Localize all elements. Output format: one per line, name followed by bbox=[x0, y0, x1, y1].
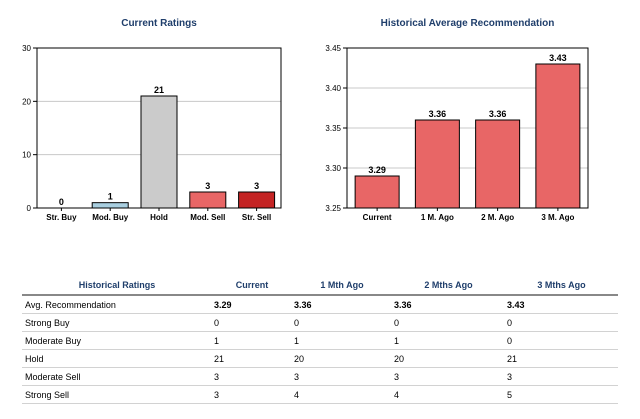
table-row: Hold 21 20 20 21 bbox=[22, 349, 618, 368]
cell-1-mth-ago: 3 bbox=[292, 367, 392, 386]
bar bbox=[535, 63, 581, 209]
chart-title: Current Ratings bbox=[121, 18, 197, 29]
data-label: 3 bbox=[254, 181, 259, 191]
historical-ratings-table: Historical Ratings Current 1 Mth Ago 2 M… bbox=[22, 276, 618, 404]
data-label: 3 bbox=[205, 181, 210, 191]
historical-average-recommendation-chart: Historical Average Recommendation 3.25 3.3… bbox=[325, 18, 589, 222]
cell-3-mths-ago: 0 bbox=[505, 331, 618, 350]
y-tick-label: 3.35 bbox=[325, 124, 341, 133]
table-header-row: Historical Ratings Current 1 Mth Ago 2 M… bbox=[22, 276, 618, 296]
cell-2-mths-ago: 0 bbox=[392, 313, 505, 332]
cell-2-mths-ago: 3.36 bbox=[392, 295, 505, 314]
cell-2-mths-ago: 3 bbox=[392, 367, 505, 386]
cell-1-mth-ago: 0 bbox=[292, 313, 392, 332]
cell-current: 0 bbox=[212, 313, 292, 332]
bar bbox=[354, 175, 400, 209]
header-3-mths-ago: 3 Mths Ago bbox=[505, 276, 618, 296]
y-tick-label: 3.30 bbox=[325, 164, 341, 173]
header-1-mth-ago: 1 Mth Ago bbox=[292, 276, 392, 296]
row-label: Hold bbox=[22, 349, 212, 368]
bar bbox=[140, 95, 178, 209]
cell-current: 21 bbox=[212, 349, 292, 368]
cell-current: 3.29 bbox=[212, 295, 292, 314]
row-label: Moderate Buy bbox=[22, 331, 212, 350]
cell-2-mths-ago: 20 bbox=[392, 349, 505, 368]
cell-1-mth-ago: 20 bbox=[292, 349, 392, 368]
category-label: Str. Sell bbox=[242, 213, 271, 222]
y-tick-label: 20 bbox=[22, 97, 31, 106]
y-tick-label: 3.25 bbox=[325, 204, 341, 213]
y-tick-label: 0 bbox=[27, 204, 32, 213]
row-label: Strong Buy bbox=[22, 313, 212, 332]
table-row: Avg. Recommendation 3.29 3.36 3.36 3.43 bbox=[22, 295, 618, 314]
cell-3-mths-ago: 3.43 bbox=[505, 295, 618, 314]
table-row: Strong Sell 3 4 4 5 bbox=[22, 385, 618, 404]
category-label: 3 M. Ago bbox=[541, 213, 574, 222]
data-label: 3.43 bbox=[549, 53, 567, 63]
cell-current: 3 bbox=[212, 367, 292, 386]
data-label: 3.29 bbox=[368, 165, 386, 175]
data-label: 21 bbox=[154, 85, 164, 95]
category-label: Mod. Buy bbox=[92, 213, 129, 222]
category-label: Current bbox=[363, 213, 392, 222]
row-label: Moderate Sell bbox=[22, 367, 212, 386]
cell-3-mths-ago: 21 bbox=[505, 349, 618, 368]
bar bbox=[414, 119, 460, 209]
y-tick-label: 30 bbox=[22, 44, 31, 53]
category-label: Mod. Sell bbox=[190, 213, 225, 222]
bar bbox=[91, 202, 129, 209]
current-ratings-chart: Current Ratings 0 10 20 30 0 Str. Buy 1 Mod. Buy… bbox=[22, 18, 282, 222]
bar bbox=[238, 191, 276, 209]
table-row: Moderate Buy 1 1 1 0 bbox=[22, 331, 618, 350]
category-label: 2 M. Ago bbox=[481, 213, 514, 222]
cell-3-mths-ago: 0 bbox=[505, 313, 618, 332]
header-current: Current bbox=[212, 276, 292, 296]
data-label: 1 bbox=[108, 192, 113, 202]
row-label: Avg. Recommendation bbox=[22, 295, 212, 314]
y-tick-label: 10 bbox=[22, 151, 31, 160]
header-2-mths-ago: 2 Mths Ago bbox=[392, 276, 505, 296]
cell-3-mths-ago: 5 bbox=[505, 385, 618, 404]
category-label: Hold bbox=[150, 213, 168, 222]
row-label: Strong Sell bbox=[22, 385, 212, 404]
table-row: Strong Buy 0 0 0 0 bbox=[22, 313, 618, 332]
category-label: Str. Buy bbox=[46, 213, 77, 222]
y-tick-label: 3.40 bbox=[325, 84, 341, 93]
cell-1-mth-ago: 1 bbox=[292, 331, 392, 350]
cell-1-mth-ago: 4 bbox=[292, 385, 392, 404]
cell-2-mths-ago: 4 bbox=[392, 385, 505, 404]
data-label: 3.36 bbox=[489, 109, 507, 119]
category-label: 1 M. Ago bbox=[421, 213, 454, 222]
bar bbox=[189, 191, 227, 209]
plot-frame bbox=[346, 47, 589, 209]
cell-1-mth-ago: 3.36 bbox=[292, 295, 392, 314]
data-label: 3.36 bbox=[429, 109, 447, 119]
cell-2-mths-ago: 1 bbox=[392, 331, 505, 350]
chart-title: Historical Average Recommendation bbox=[381, 18, 555, 29]
bar bbox=[475, 119, 521, 209]
y-tick-label: 3.45 bbox=[325, 44, 341, 53]
header-historical-ratings: Historical Ratings bbox=[22, 276, 212, 296]
cell-current: 1 bbox=[212, 331, 292, 350]
cell-current: 3 bbox=[212, 385, 292, 404]
table-row: Moderate Sell 3 3 3 3 bbox=[22, 367, 618, 386]
cell-3-mths-ago: 3 bbox=[505, 367, 618, 386]
data-label: 0 bbox=[59, 197, 64, 207]
